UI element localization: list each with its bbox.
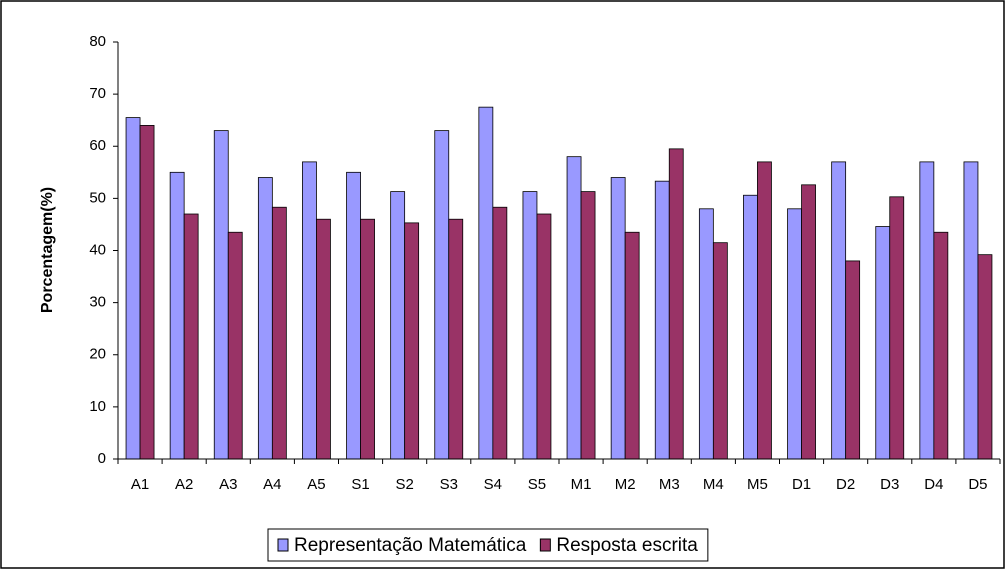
y-tick-label: 70 bbox=[89, 85, 106, 102]
x-tick-label: A1 bbox=[131, 476, 149, 493]
bar bbox=[271, 206, 287, 460]
y-tick-label: 80 bbox=[89, 33, 106, 50]
bar bbox=[845, 260, 861, 460]
bar bbox=[257, 177, 273, 460]
y-tick-label: 50 bbox=[89, 189, 106, 206]
x-tick-label: D1 bbox=[792, 476, 811, 493]
bar bbox=[316, 218, 331, 460]
x-tick-label: S3 bbox=[440, 476, 458, 493]
bar bbox=[536, 213, 552, 460]
x-tick-label: D5 bbox=[968, 476, 987, 493]
bar bbox=[404, 222, 420, 460]
bar bbox=[213, 130, 229, 460]
bar bbox=[492, 206, 508, 460]
x-tick-label: A4 bbox=[263, 476, 281, 493]
x-tick-label: S2 bbox=[395, 476, 413, 493]
bar bbox=[801, 184, 816, 460]
y-tick-label: 0 bbox=[98, 450, 106, 467]
bar bbox=[610, 177, 626, 460]
bar bbox=[698, 208, 714, 460]
bar bbox=[889, 196, 905, 460]
bar bbox=[360, 218, 375, 460]
y-tick-label: 60 bbox=[89, 137, 106, 154]
x-tick-label: S1 bbox=[351, 476, 369, 493]
bar bbox=[654, 180, 670, 460]
bar bbox=[125, 117, 141, 460]
bar bbox=[919, 161, 935, 460]
y-tick-label: 10 bbox=[89, 398, 106, 415]
bar bbox=[566, 156, 582, 460]
bar bbox=[227, 231, 243, 460]
x-tick-label: A5 bbox=[307, 476, 325, 493]
x-tick-label: M5 bbox=[747, 476, 768, 493]
bar bbox=[712, 242, 728, 460]
legend-label: Resposta escrita bbox=[556, 535, 698, 556]
bar bbox=[933, 231, 949, 460]
bar bbox=[624, 231, 640, 460]
bar bbox=[139, 125, 155, 460]
x-tick-label: A2 bbox=[175, 476, 193, 493]
x-tick-label: S4 bbox=[484, 476, 502, 493]
bar bbox=[743, 194, 758, 460]
bar bbox=[977, 254, 993, 460]
x-tick-label: S5 bbox=[528, 476, 546, 493]
legend-box bbox=[267, 528, 709, 562]
bar bbox=[434, 130, 450, 460]
x-tick-label: D3 bbox=[880, 476, 899, 493]
bar bbox=[787, 208, 802, 460]
y-tick-label: 20 bbox=[89, 346, 106, 363]
bar bbox=[478, 106, 494, 460]
x-tick-label: A3 bbox=[219, 476, 237, 493]
bar bbox=[183, 213, 199, 460]
bar bbox=[522, 191, 538, 460]
bar bbox=[875, 226, 891, 460]
x-tick-label: M3 bbox=[659, 476, 680, 493]
bar bbox=[448, 218, 464, 460]
bar bbox=[580, 191, 596, 460]
y-tick-label: 30 bbox=[89, 294, 106, 311]
bar bbox=[668, 148, 684, 460]
bar bbox=[390, 191, 406, 460]
bar bbox=[831, 161, 847, 460]
x-tick-label: M1 bbox=[571, 476, 592, 493]
x-tick-label: M4 bbox=[703, 476, 724, 493]
legend-swatch bbox=[539, 538, 551, 552]
legend-label: Representação Matemática bbox=[294, 535, 527, 556]
x-tick-label: D4 bbox=[924, 476, 943, 493]
y-axis-label: Porcentagem(%) bbox=[39, 187, 56, 313]
bar bbox=[963, 161, 979, 460]
x-tick-label: M2 bbox=[615, 476, 636, 493]
bar bbox=[346, 171, 361, 460]
bar bbox=[757, 161, 772, 460]
bar bbox=[169, 171, 185, 460]
y-tick-label: 40 bbox=[89, 241, 106, 258]
bar bbox=[302, 161, 317, 460]
legend-swatch bbox=[277, 538, 289, 552]
x-tick-label: D2 bbox=[836, 476, 855, 493]
